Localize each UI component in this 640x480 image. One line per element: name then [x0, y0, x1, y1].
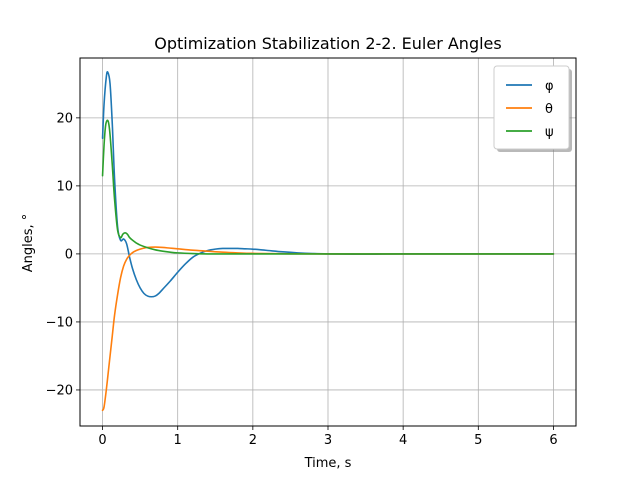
series-lines: [101, 70, 555, 412]
y-tick-label: −10: [46, 315, 73, 330]
legend-label: ψ: [545, 125, 554, 140]
y-tick-label: 10: [56, 179, 73, 194]
axis-ticks: 0 1 2 3 4 5 6 −20 −10 0 10 20: [46, 111, 558, 448]
x-axis-title: Time, s: [304, 456, 352, 471]
chart-title: Optimization Stabilization 2-2. Euler An…: [154, 34, 501, 53]
y-axis-title: Angles, °: [21, 214, 36, 273]
x-tick-label: 4: [399, 433, 407, 448]
x-tick-label: 6: [549, 433, 557, 448]
legend: φθψ: [493, 65, 572, 152]
y-tick-label: 20: [56, 111, 73, 126]
legend-label: φ: [545, 79, 554, 94]
y-tick-label: 0: [65, 247, 73, 262]
x-tick-label: 3: [324, 433, 332, 448]
x-tick-label: 1: [174, 433, 182, 448]
y-tick-label: −20: [46, 383, 73, 398]
x-tick-label: 0: [98, 433, 106, 448]
series-line-psi: [101, 119, 555, 255]
x-tick-label: 2: [249, 433, 257, 448]
legend-label: θ: [545, 102, 553, 117]
x-tick-label: 5: [474, 433, 482, 448]
